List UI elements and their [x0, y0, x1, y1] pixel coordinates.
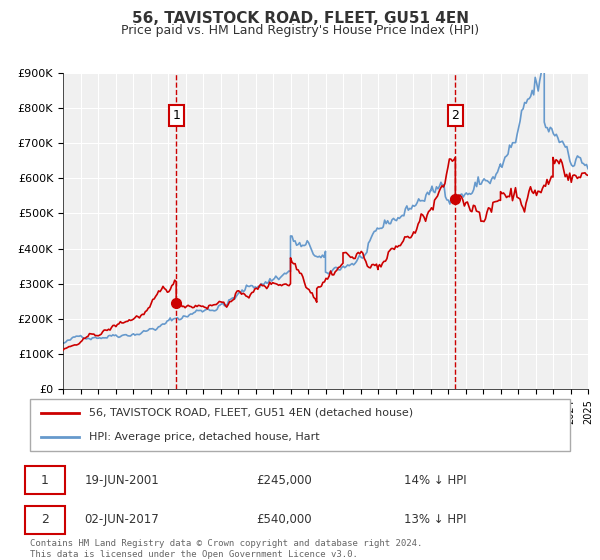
Text: 2: 2: [41, 514, 49, 526]
FancyBboxPatch shape: [25, 466, 65, 494]
Text: 13% ↓ HPI: 13% ↓ HPI: [404, 514, 466, 526]
Text: 1: 1: [41, 474, 49, 487]
Text: 2: 2: [451, 109, 459, 122]
Text: 56, TAVISTOCK ROAD, FLEET, GU51 4EN: 56, TAVISTOCK ROAD, FLEET, GU51 4EN: [131, 11, 469, 26]
Text: 19-JUN-2001: 19-JUN-2001: [85, 474, 159, 487]
Text: 56, TAVISTOCK ROAD, FLEET, GU51 4EN (detached house): 56, TAVISTOCK ROAD, FLEET, GU51 4EN (det…: [89, 408, 413, 418]
Text: Contains HM Land Registry data © Crown copyright and database right 2024.
This d: Contains HM Land Registry data © Crown c…: [30, 539, 422, 559]
Text: HPI: Average price, detached house, Hart: HPI: Average price, detached house, Hart: [89, 432, 320, 442]
FancyBboxPatch shape: [30, 399, 570, 451]
FancyBboxPatch shape: [25, 506, 65, 534]
Text: £245,000: £245,000: [256, 474, 311, 487]
Text: £540,000: £540,000: [256, 514, 311, 526]
Text: 1: 1: [172, 109, 180, 122]
Text: 02-JUN-2017: 02-JUN-2017: [85, 514, 159, 526]
Text: 14% ↓ HPI: 14% ↓ HPI: [404, 474, 466, 487]
Text: Price paid vs. HM Land Registry's House Price Index (HPI): Price paid vs. HM Land Registry's House …: [121, 24, 479, 36]
